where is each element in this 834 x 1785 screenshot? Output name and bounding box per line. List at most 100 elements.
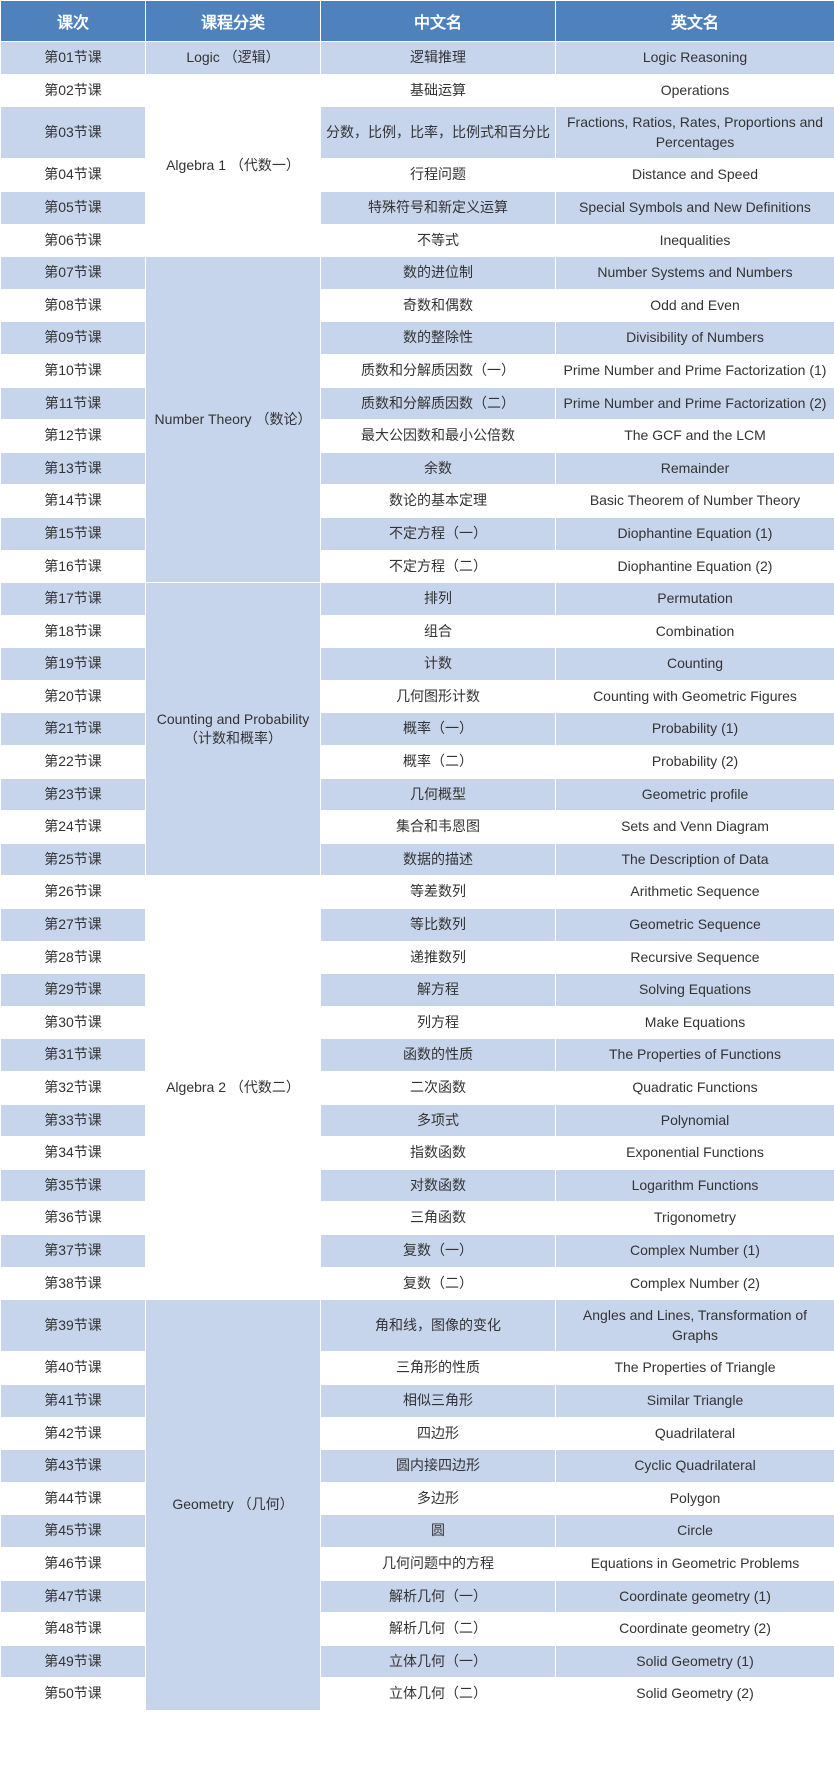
en-cell: Exponential Functions: [556, 1137, 834, 1170]
cn-cell: 相似三角形: [321, 1384, 556, 1417]
en-cell: Equations in Geometric Problems: [556, 1547, 834, 1580]
cn-cell: 分数，比例，比率，比例式和百分比: [321, 107, 556, 159]
table-row: 第21节课 概率（一）Probability (1): [1, 713, 834, 746]
table-row: 第40节课 三角形的性质The Properties of Triangle: [1, 1352, 834, 1385]
table-row: 第28节课递推数列Recursive Sequence: [1, 941, 834, 974]
en-cell: Complex Number (2): [556, 1267, 834, 1300]
table-row: 第50节课 立体几何（二）Solid Geometry (2): [1, 1678, 834, 1711]
table-row: 第38节课复数（二）Complex Number (2): [1, 1267, 834, 1300]
cn-cell: 等比数列: [321, 909, 556, 942]
table-row: 第07节课Number Theory （数论）数的进位制Number Syste…: [1, 257, 834, 290]
lesson-cell: 第10节课: [1, 354, 146, 387]
lesson-cell: 第30节课: [1, 1006, 146, 1039]
lesson-cell: 第09节课: [1, 322, 146, 355]
table-row: 第15节课不定方程（一）Diophantine Equation (1): [1, 517, 834, 550]
lesson-cell: 第50节课: [1, 1678, 146, 1711]
table-row: 第33节课多项式Polynomial: [1, 1104, 834, 1137]
lesson-cell: 第01节课: [1, 42, 146, 75]
table-row: 第10节课质数和分解质因数（一）Prime Number and Prime F…: [1, 354, 834, 387]
table-row: 第49节课立体几何（一）Solid Geometry (1): [1, 1645, 834, 1678]
col-lesson: 课次: [1, 1, 146, 42]
cn-cell: 不定方程（二）: [321, 550, 556, 583]
cn-cell: 计数: [321, 648, 556, 681]
lesson-cell: 第12节课: [1, 420, 146, 453]
cn-cell: 立体几何（二）: [321, 1678, 556, 1711]
en-cell: Geometric Sequence: [556, 909, 834, 942]
lesson-cell: 第41节课: [1, 1384, 146, 1417]
en-cell: Operations: [556, 74, 834, 107]
lesson-cell: 第22节课: [1, 746, 146, 779]
cn-cell: 余数: [321, 452, 556, 485]
cn-cell: 指数函数: [321, 1137, 556, 1170]
cn-cell: 不定方程（一）: [321, 517, 556, 550]
table-row: 第05节课特殊符号和新定义运算Special Symbols and New D…: [1, 191, 834, 224]
lesson-cell: 第16节课: [1, 550, 146, 583]
cn-cell: 数的进位制: [321, 257, 556, 290]
cn-cell: 数的整除性: [321, 322, 556, 355]
table-row: 第08节课奇数和偶数Odd and Even: [1, 289, 834, 322]
lesson-cell: 第20节课: [1, 680, 146, 713]
lesson-cell: 第29节课: [1, 974, 146, 1007]
en-cell: Probability (1): [556, 713, 834, 746]
cn-cell: 列方程: [321, 1006, 556, 1039]
en-cell: Solid Geometry (2): [556, 1678, 834, 1711]
en-cell: Circle: [556, 1515, 834, 1548]
course-table: 课次 课程分类 中文名 英文名 第01节课Logic （逻辑）逻辑推理Logic…: [0, 0, 834, 1711]
en-cell: Angles and Lines, Transformation of Grap…: [556, 1300, 834, 1352]
en-cell: Combination: [556, 615, 834, 648]
cn-cell: 圆内接四边形: [321, 1450, 556, 1483]
lesson-cell: 第06节课: [1, 224, 146, 257]
en-cell: The Properties of Triangle: [556, 1352, 834, 1385]
en-cell: Solving Equations: [556, 974, 834, 1007]
table-row: 第34节课指数函数Exponential Functions: [1, 1137, 834, 1170]
cn-cell: 函数的性质: [321, 1039, 556, 1072]
en-cell: Logarithm Functions: [556, 1169, 834, 1202]
table-row: 第03节课分数，比例，比率，比例式和百分比Fractions, Ratios, …: [1, 107, 834, 159]
table-row: 第48节课解析几何（二）Coordinate geometry (2): [1, 1613, 834, 1646]
en-cell: Similar Triangle: [556, 1384, 834, 1417]
cn-cell: 数论的基本定理: [321, 485, 556, 518]
lesson-cell: 第28节课: [1, 941, 146, 974]
lesson-cell: 第44节课: [1, 1482, 146, 1515]
table-row: 第18节课组合Combination: [1, 615, 834, 648]
cn-cell: 质数和分解质因数（一）: [321, 354, 556, 387]
lesson-cell: 第21节课: [1, 713, 146, 746]
en-cell: The Description of Data: [556, 843, 834, 876]
table-row: 第39节课Geometry （几何）角和线，图像的变化Angles and Li…: [1, 1300, 834, 1352]
category-cell: Algebra 2 （代数二）: [146, 876, 321, 1300]
category-cell: Number Theory （数论）: [146, 257, 321, 583]
cn-cell: 行程问题: [321, 159, 556, 192]
category-cell: Geometry （几何）: [146, 1300, 321, 1711]
category-cell: Algebra 1 （代数一）: [146, 74, 321, 257]
lesson-cell: 第23节课: [1, 778, 146, 811]
en-cell: Basic Theorem of Number Theory: [556, 485, 834, 518]
en-cell: Inequalities: [556, 224, 834, 257]
lesson-cell: 第26节课: [1, 876, 146, 909]
en-cell: Make Equations: [556, 1006, 834, 1039]
cn-cell: 复数（一）: [321, 1234, 556, 1267]
lesson-cell: 第35节课: [1, 1169, 146, 1202]
cn-cell: 几何问题中的方程: [321, 1547, 556, 1580]
cn-cell: 递推数列: [321, 941, 556, 974]
table-row: 第42节课四边形Quadrilateral: [1, 1417, 834, 1450]
cn-cell: 解析几何（二）: [321, 1613, 556, 1646]
table-row: 第24节课集合和韦恩图Sets and Venn Diagram: [1, 811, 834, 844]
lesson-cell: 第33节课: [1, 1104, 146, 1137]
lesson-cell: 第04节课: [1, 159, 146, 192]
en-cell: Prime Number and Prime Factorization (2): [556, 387, 834, 420]
table-row: 第45节课圆Circle: [1, 1515, 834, 1548]
cn-cell: 角和线，图像的变化: [321, 1300, 556, 1352]
en-cell: Coordinate geometry (1): [556, 1580, 834, 1613]
cn-cell: 三角形的性质: [321, 1352, 556, 1385]
header-row: 课次 课程分类 中文名 英文名: [1, 1, 834, 42]
en-cell: The Properties of Functions: [556, 1039, 834, 1072]
lesson-cell: 第42节课: [1, 1417, 146, 1450]
table-row: 第20节课几何图形计数Counting with Geometric Figur…: [1, 680, 834, 713]
cn-cell: 概率（一）: [321, 713, 556, 746]
en-cell: Diophantine Equation (1): [556, 517, 834, 550]
lesson-cell: 第40节课: [1, 1352, 146, 1385]
lesson-cell: 第37节课: [1, 1234, 146, 1267]
lesson-cell: 第45节课: [1, 1515, 146, 1548]
cn-cell: 质数和分解质因数（二）: [321, 387, 556, 420]
en-cell: Geometric profile: [556, 778, 834, 811]
